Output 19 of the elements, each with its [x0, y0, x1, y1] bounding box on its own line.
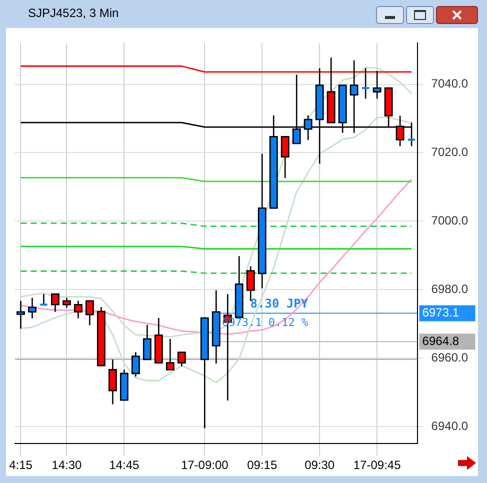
x-tick-label: 09:30	[304, 458, 335, 472]
x-tick-label: 17-09:00	[180, 458, 229, 472]
x-tick-label: 17-09:45	[353, 458, 402, 472]
y-tick-label: 7000.0	[431, 213, 468, 228]
x-tick-label: 14:30	[52, 458, 82, 472]
candlestick	[361, 68, 370, 100]
ref-line-label: 6973.1	[422, 306, 460, 320]
ref-line-label: 6964.8	[422, 334, 460, 348]
y-tick-label: 7040.0	[431, 76, 468, 91]
y-tick-label: 6960.0	[431, 350, 468, 364]
x-tick-label: 4:15	[9, 458, 33, 472]
y-tick-label: 6940.0	[431, 418, 468, 433]
y-tick-label: 7020.0	[431, 145, 468, 160]
candlestick	[39, 293, 48, 306]
annotation: 8.30 JPY	[250, 296, 309, 310]
x-tick-label: 09:15	[247, 458, 278, 472]
y-tick-label: 6980.0	[431, 282, 468, 296]
x-tick-label: 14:45	[109, 458, 140, 472]
chart-title: SJPJ4523, 3 Min	[28, 6, 119, 20]
